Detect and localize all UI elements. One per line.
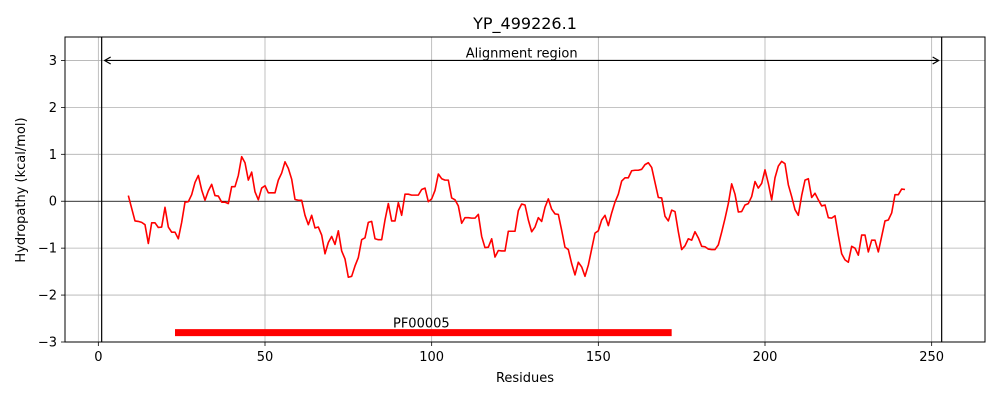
- x-tick-label: 50: [257, 350, 274, 365]
- chart-title: YP_499226.1: [472, 14, 577, 34]
- x-tick-label: 250: [919, 350, 944, 365]
- x-axis-ticks: 0 50 100 150 200 250: [94, 342, 944, 365]
- y-axis-ticks: −3 −2 −1 0 1 2 3: [38, 54, 65, 351]
- plot-frame: [64, 36, 986, 343]
- y-axis-label: Hydropathy (kcal/mol): [14, 117, 29, 262]
- y-tick-label: 3: [49, 54, 57, 69]
- domain-label: PF00005: [393, 317, 450, 332]
- hydropathy-series-line: [127, 155, 906, 279]
- y-tick-label: −1: [38, 242, 57, 257]
- y-tick-label: −2: [38, 289, 57, 304]
- y-tick-label: 1: [49, 148, 57, 163]
- x-tick-label: 200: [753, 350, 778, 365]
- y-tick-label: −3: [38, 336, 57, 351]
- alignment-region-label: Alignment region: [466, 46, 578, 61]
- y-tick-label: 2: [49, 101, 57, 116]
- y-tick-label: 0: [49, 195, 57, 210]
- arrow-head-left: [103, 56, 111, 65]
- x-tick-label: 150: [586, 350, 611, 365]
- alignment-boundaries: [101, 37, 943, 342]
- x-axis-label: Residues: [496, 371, 554, 386]
- x-tick-label: 100: [419, 350, 444, 365]
- arrow-head-right: [932, 56, 940, 65]
- x-tick-label: 0: [94, 350, 102, 365]
